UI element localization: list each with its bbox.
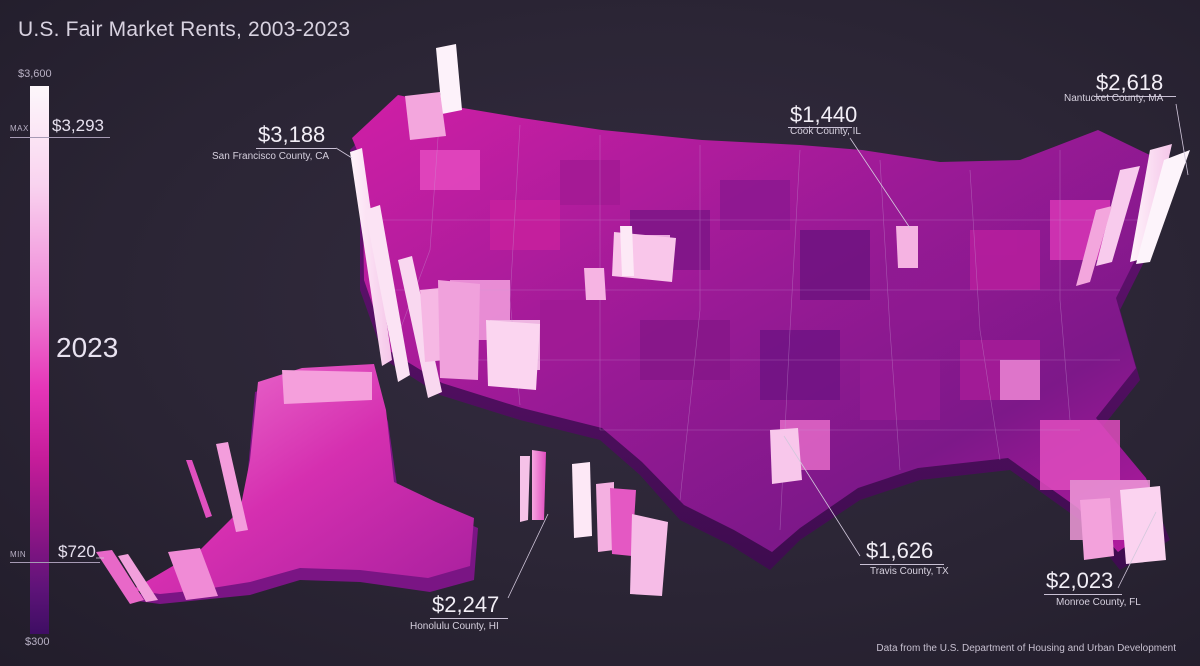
annotation-name-honolulu: Honolulu County, HI [410, 621, 499, 632]
annotation-name-nantucket: Nantucket County, MA [1064, 93, 1164, 104]
annotation-rule [1044, 594, 1122, 595]
min-value: $720 [58, 542, 96, 561]
year-label: 2023 [56, 332, 119, 363]
west-coast-spikes [350, 44, 540, 398]
annotation-name-san-francisco: San Francisco County, CA [212, 151, 330, 162]
alaska-spikes [96, 370, 372, 604]
leader-lines [96, 103, 1189, 599]
annotation-rule [788, 127, 852, 128]
min-tag: MIN [10, 550, 27, 559]
annotation-name-travis: Travis County, TX [870, 566, 949, 577]
scale-min-label: $300 [25, 636, 50, 648]
annotation-value-nantucket: $2,618 [1096, 70, 1164, 95]
data-source-note: Data from the U.S. Department of Housing… [876, 643, 1176, 654]
color-scale-bar [30, 86, 49, 634]
annotation-value-cook: $1,440 [790, 102, 858, 127]
max-value: $3,293 [52, 116, 104, 135]
northeast-spikes [1076, 144, 1190, 286]
annotation-name-monroe: Monroe County, FL [1056, 597, 1141, 608]
annotation-value-monroe: $2,023 [1046, 568, 1114, 593]
scale-max-label: $3,600 [18, 68, 52, 80]
annotation-rule [256, 148, 336, 149]
max-rule [10, 137, 110, 138]
annotation-name-cook: Cook County, IL [790, 126, 861, 137]
annotation-rule [430, 618, 508, 619]
city-spikes [770, 226, 1166, 564]
annotation-value-san-francisco: $3,188 [258, 122, 326, 147]
hawaii [520, 450, 668, 596]
mountain-spikes [584, 226, 676, 300]
annotation-value-travis: $1,626 [866, 538, 934, 563]
alaska [132, 364, 474, 594]
min-rule [10, 562, 100, 563]
annotation-rule [1094, 96, 1176, 97]
annotation-rule [860, 564, 944, 565]
chart-title: U.S. Fair Market Rents, 2003-2023 [18, 18, 351, 41]
annotation-value-honolulu: $2,247 [432, 592, 500, 617]
max-tag: MAX [10, 124, 29, 133]
